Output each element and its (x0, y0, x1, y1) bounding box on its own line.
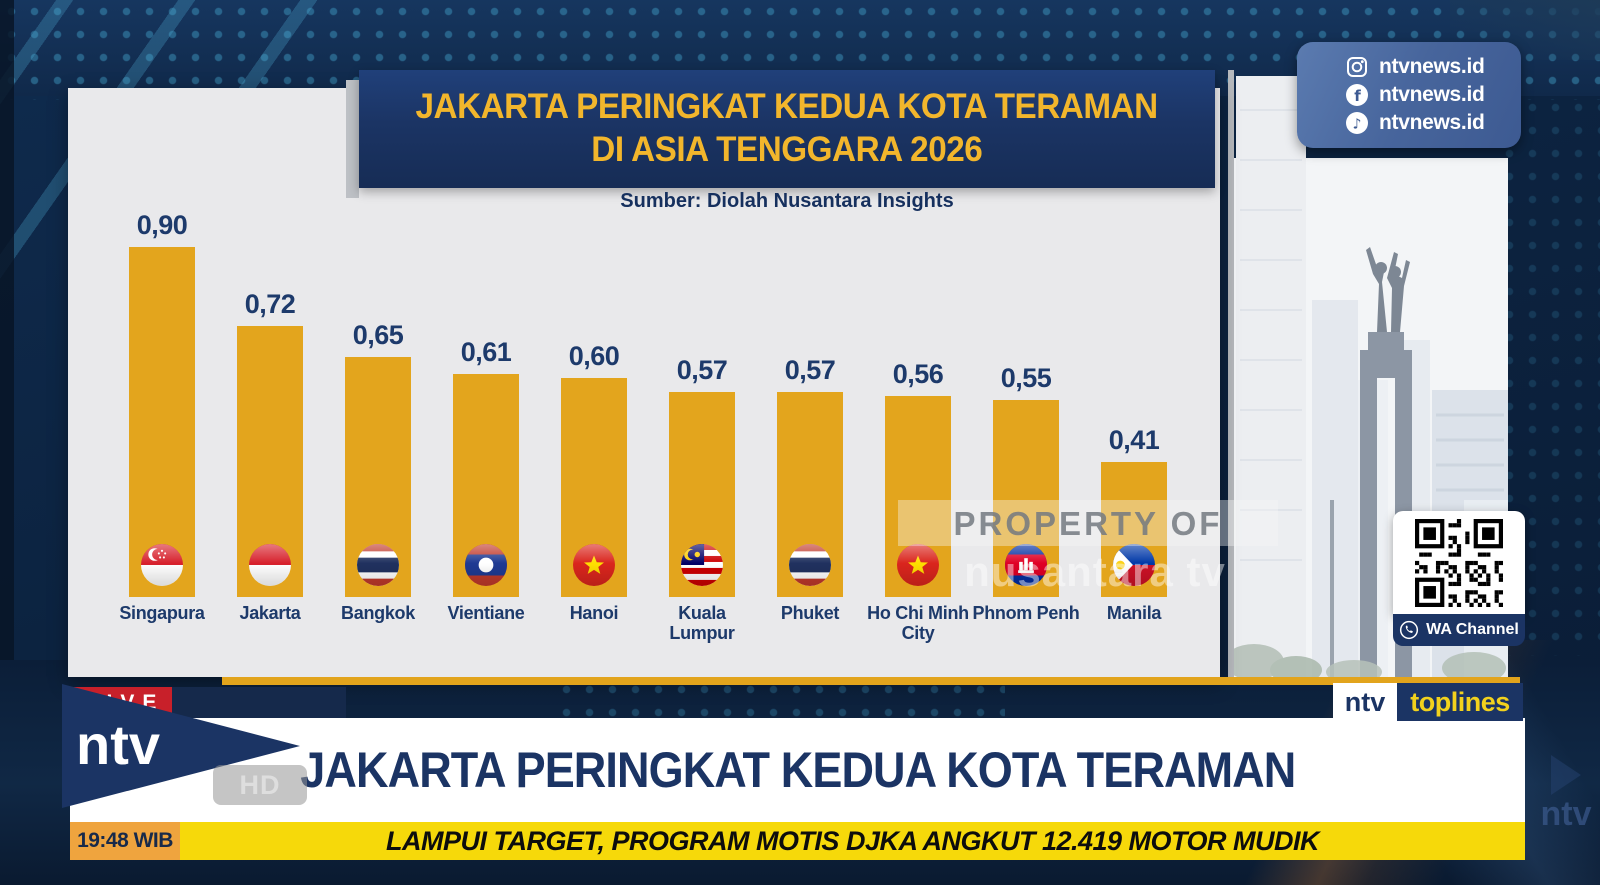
tiktok-handle: ntvnews.id (1379, 111, 1485, 134)
instagram-handle: ntvnews.id (1379, 55, 1485, 78)
bar-column-manila: 0,41 Manila (1080, 88, 1188, 677)
flag-icon-vietnam (897, 544, 939, 586)
wa-channel-bar: WA Channel (1393, 614, 1525, 646)
bar (237, 326, 303, 597)
flag-icon-laos (465, 544, 507, 586)
bar-column-kuala-lumpur: 0,57 Kuala Lumpur (648, 88, 756, 677)
bar-category-label: Vientiane (447, 603, 525, 623)
bar-value-label: 0,56 (892, 359, 944, 389)
bar (453, 374, 519, 597)
bar-value-label: 0,90 (136, 210, 188, 240)
bar-column-jakarta: 0,72 Jakarta (216, 88, 324, 677)
chart-title-line-2: DI ASIA TENGGARA 2026 (591, 130, 983, 169)
nusantara-watermark-text: nusantara tv (964, 548, 1226, 595)
bar-category-label: Hanoi (569, 603, 619, 623)
bar-category-label: Manila (1106, 603, 1162, 623)
bar (777, 392, 843, 597)
svg-text:♪: ♪ (1353, 117, 1362, 133)
bar-column-vientiane: 0,61 Vientiane (432, 88, 540, 677)
bar (993, 400, 1059, 597)
program-badge-ntv: ntv (1333, 683, 1397, 721)
chart-source: Sumber: Diolah Nusantara Insights (620, 190, 954, 212)
flag-icon-philippines (1113, 544, 1155, 586)
flag-icon-cambodia (1005, 544, 1047, 586)
bar-category-label: Phuket (780, 603, 840, 623)
bar-value-label: 0,72 (244, 289, 296, 319)
live-badge-extension (172, 687, 346, 718)
program-badge-name: toplines (1397, 683, 1523, 721)
headline-text: JAKARTA PERINGKAT KEDUA KOTA TERAMAN (299, 742, 1296, 798)
qr-code-card (1393, 511, 1525, 614)
wa-channel-label: WA Channel (1426, 621, 1519, 638)
flag-icon-thailand (357, 544, 399, 586)
bar-value-label: 0,57 (676, 355, 728, 385)
headline-bar: JAKARTA PERINGKAT KEDUA KOTA TERAMAN (70, 718, 1525, 822)
ntv-logo-text: ntv (76, 713, 160, 776)
ntv-ghost-watermark: ntv (1532, 755, 1600, 834)
flag-icon-vietnam (573, 544, 615, 586)
bar (129, 247, 195, 597)
ntv-logo: ntv (62, 684, 300, 808)
flag-icon-indonesia (249, 544, 291, 586)
chart-title-line-1: JAKARTA PERINGKAT KEDUA KOTA TERAMAN (415, 87, 1159, 127)
ntv-ghost-triangle-icon (1551, 755, 1581, 795)
title-accent-bar (346, 80, 359, 198)
clock: 19:48 WIB (70, 822, 180, 860)
bar (1101, 462, 1167, 597)
bar (345, 357, 411, 597)
flag-icon-thailand (789, 544, 831, 586)
bar-column-ho-chi-minh-city: 0,56 Ho Chi Minh City (864, 88, 972, 677)
bar (885, 396, 951, 597)
bar-value-label: 0,41 (1108, 425, 1160, 455)
instagram-icon (1345, 55, 1369, 79)
bar-column-hanoi: 0,60 Hanoi (540, 88, 648, 677)
qr-code (1415, 518, 1503, 607)
bar-column-singapura: 0,90 Singapura (108, 88, 216, 677)
social-row-tiktok: ♪ ntvnews.id (1297, 111, 1521, 135)
flag-icon-singapore (141, 544, 183, 586)
bar-category-label: Kuala Lumpur (669, 603, 735, 644)
ntv-ghost-text: ntv (1540, 795, 1592, 833)
bar-category-label: Jakarta (239, 603, 301, 623)
facebook-icon: f (1345, 83, 1369, 107)
flag-icon-malaysia (681, 544, 723, 586)
bar-column-phnom-penh: 0,55 Phnom Penh (972, 88, 1080, 677)
social-media-panel: ntvnews.id f ntvnews.id ♪ ntvnews.id (1297, 42, 1521, 148)
program-badge: ntv toplines (1333, 683, 1523, 721)
facebook-handle: ntvnews.id (1379, 83, 1485, 106)
gold-underline-strip (222, 677, 1520, 685)
property-watermark-text: PROPERTY OF (953, 505, 1223, 542)
bar (669, 392, 735, 597)
bar (561, 378, 627, 597)
bar-category-label: Phnom Penh (972, 603, 1080, 623)
bar-category-label: Ho Chi Minh City (867, 603, 969, 644)
bar-value-label: 0,55 (1000, 363, 1052, 393)
bar-chart: 0,90 Singapura 0,72 Jakarta 0,65 Bangkok 0,61 V… (108, 88, 1188, 677)
chart-title-box: JAKARTA PERINGKAT KEDUA KOTA TERAMAN DI … (359, 70, 1215, 188)
tiktok-icon: ♪ (1345, 111, 1369, 135)
bar-column-bangkok: 0,65 Bangkok (324, 88, 432, 677)
hd-badge: HD (213, 765, 307, 805)
svg-text:f: f (1354, 87, 1361, 105)
bar-value-label: 0,57 (784, 355, 836, 385)
bar-value-label: 0,65 (352, 320, 404, 350)
property-watermark-band (898, 500, 1278, 546)
social-row-facebook: f ntvnews.id (1297, 83, 1521, 107)
bar-value-label: 0,61 (460, 337, 512, 367)
bar-category-label: Singapura (119, 603, 205, 623)
ticker-bar: 19:48 WIB LAMPUI TARGET, PROGRAM MOTIS D… (70, 822, 1525, 860)
whatsapp-icon (1400, 620, 1419, 640)
ticker-text: LAMPUI TARGET, PROGRAM MOTIS DJKA ANGKUT… (385, 825, 1320, 856)
bar-category-label: Bangkok (341, 603, 415, 623)
social-row-instagram: ntvnews.id (1297, 55, 1521, 79)
bar-value-label: 0,60 (568, 341, 620, 371)
bar-column-phuket: 0,57 Phuket (756, 88, 864, 677)
